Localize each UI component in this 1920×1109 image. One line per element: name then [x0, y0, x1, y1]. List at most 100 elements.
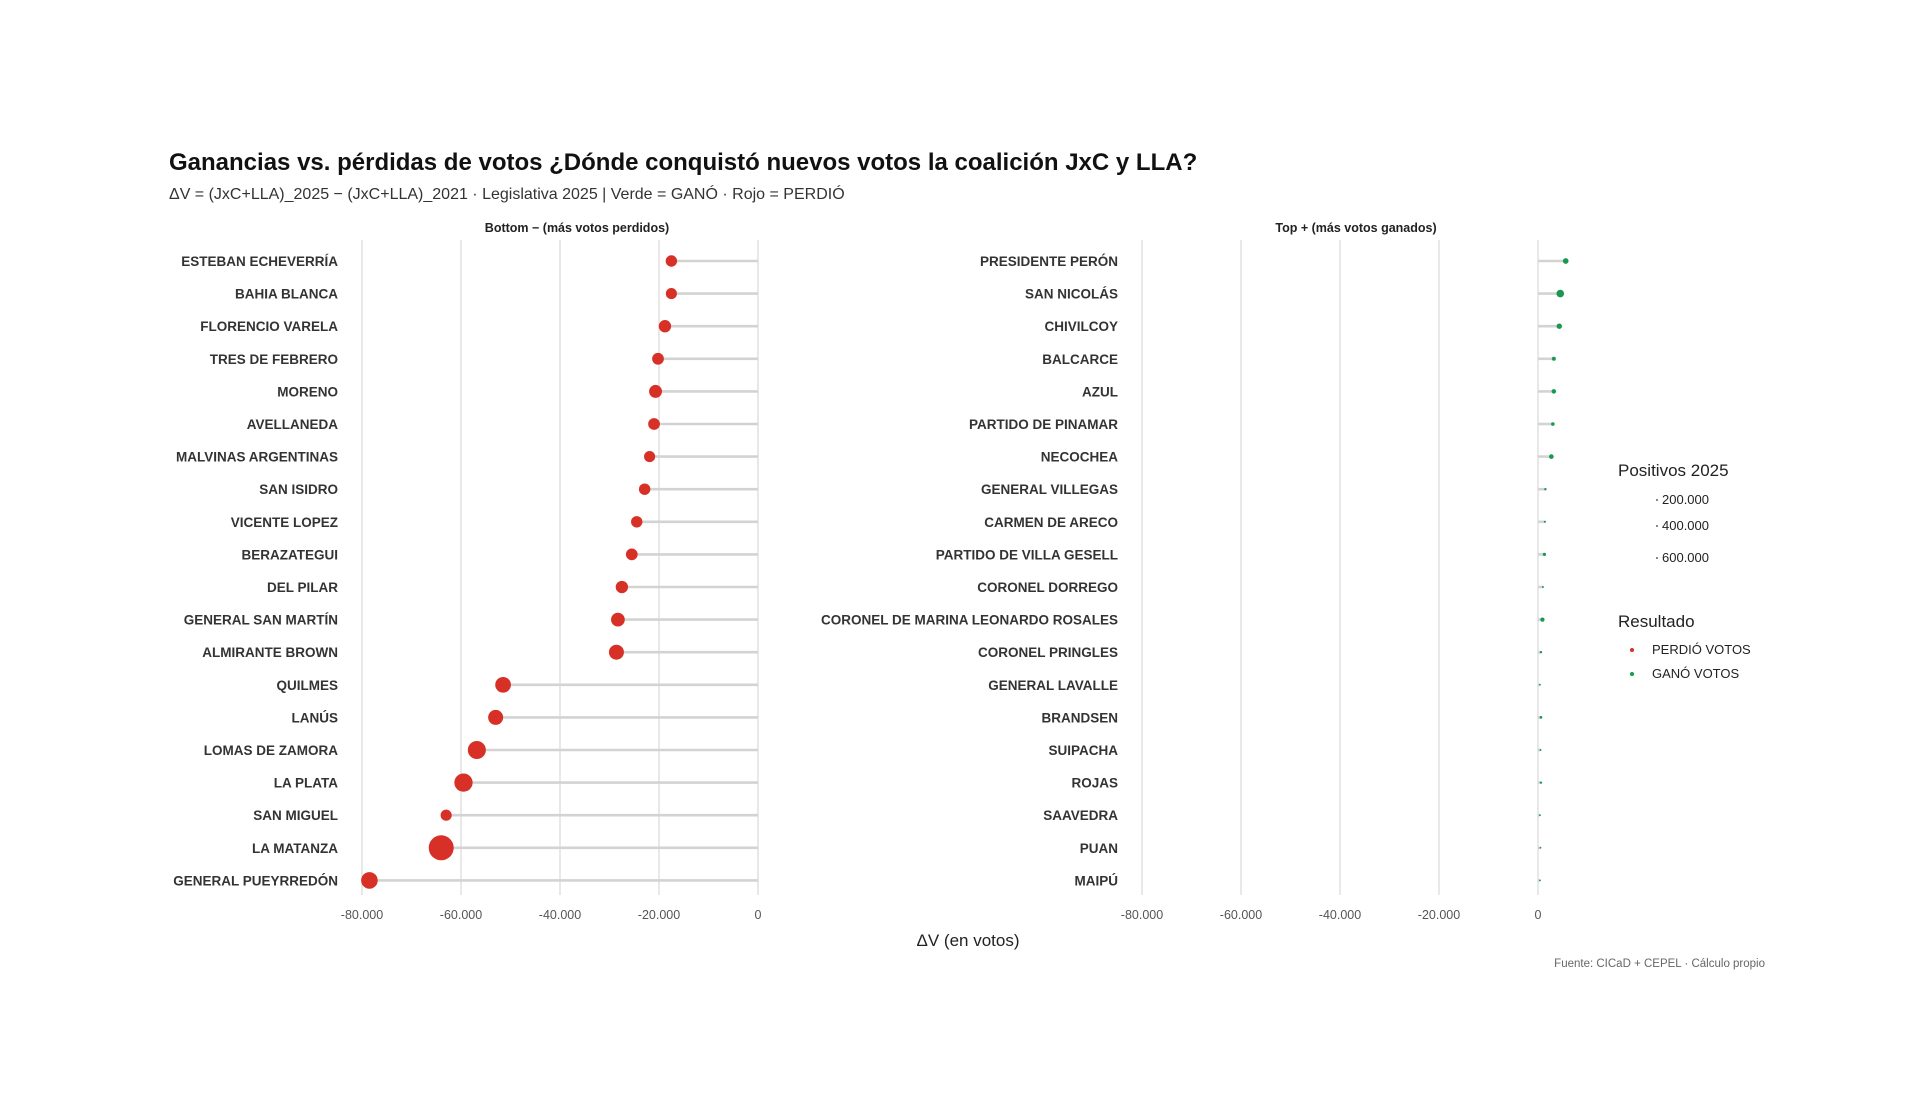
x-tick-label: -80.000	[1121, 908, 1163, 922]
category-label: GENERAL SAN MARTÍN	[184, 613, 338, 628]
category-label: BALCARCE	[1042, 352, 1118, 367]
lollipop-point	[665, 288, 677, 300]
color-legend-label: GANÓ VOTOS	[1652, 666, 1739, 681]
category-label: AZUL	[1082, 384, 1118, 399]
lollipop-point	[625, 548, 638, 561]
category-label: ALMIRANTE BROWN	[202, 645, 338, 660]
lollipop-point	[488, 709, 504, 725]
size-legend-key	[1656, 499, 1658, 501]
category-label: LANÚS	[292, 710, 339, 725]
category-label: VICENTE LOPEZ	[231, 515, 338, 530]
lollipop-point	[428, 835, 454, 861]
size-legend-label: 600.000	[1662, 550, 1709, 565]
lollipop-point	[1539, 683, 1541, 686]
lollipop-point	[1539, 716, 1543, 719]
lollipop-point	[652, 352, 664, 365]
category-label: QUILMES	[276, 678, 338, 693]
lollipop-point	[1549, 454, 1554, 459]
size-legend-key	[1656, 525, 1658, 527]
x-tick-label: -60.000	[1220, 908, 1262, 922]
lollipop-point	[1556, 289, 1565, 298]
category-label: LA MATANZA	[252, 841, 338, 856]
lollipop-point	[361, 872, 378, 889]
category-label: GENERAL PUEYRREDÓN	[173, 873, 338, 888]
size-legend-label: 400.000	[1662, 518, 1709, 533]
x-tick-label: -40.000	[539, 908, 581, 922]
chart-subtitle: ΔV = (JxC+LLA)_2025 − (JxC+LLA)_2021 · L…	[169, 186, 845, 203]
size-legend-title: Positivos 2025	[1618, 461, 1729, 480]
x-tick-label: 0	[755, 908, 762, 922]
lollipop-point	[1539, 781, 1543, 784]
category-label: PRESIDENTE PERÓN	[980, 254, 1118, 269]
lollipop-point	[644, 451, 656, 463]
lollipop-point	[1539, 650, 1543, 654]
category-label: CORONEL DE MARINA LEONARDO ROSALES	[821, 613, 1118, 628]
category-label: GENERAL LAVALLE	[988, 678, 1118, 693]
category-label: CORONEL PRINGLES	[978, 645, 1118, 660]
category-label: ESTEBAN ECHEVERRÍA	[181, 254, 338, 269]
lollipop-point	[1551, 422, 1555, 426]
panel-title: Top + (más votos ganados)	[1275, 221, 1436, 235]
color-legend-key	[1630, 648, 1634, 652]
category-label: TRES DE FEBRERO	[210, 352, 338, 367]
category-label: MORENO	[277, 384, 338, 399]
color-legend-title: Resultado	[1618, 612, 1695, 631]
category-label: PARTIDO DE VILLA GESELL	[936, 547, 1118, 562]
lollipop-point	[1551, 356, 1556, 361]
x-tick-label: 0	[1535, 908, 1542, 922]
lollipop-point	[1551, 389, 1557, 394]
category-label: SAN ISIDRO	[259, 482, 338, 497]
category-label: BRANDSEN	[1041, 710, 1118, 725]
lollipop-point	[611, 612, 625, 627]
x-axis-label: ΔV (en votos)	[916, 931, 1019, 950]
category-label: CHIVILCOY	[1044, 319, 1118, 334]
lollipop-point	[1556, 323, 1562, 329]
lollipop-point	[1540, 617, 1545, 622]
lollipop-point	[454, 773, 473, 792]
lollipop-point	[440, 809, 452, 821]
lollipop-point	[638, 483, 651, 495]
lollipop-point	[658, 320, 672, 333]
category-label: DEL PILAR	[267, 580, 338, 595]
x-tick-label: -20.000	[1418, 908, 1460, 922]
lollipop-point	[495, 676, 511, 693]
category-label: BERAZATEGUI	[242, 547, 339, 562]
category-label: MALVINAS ARGENTINAS	[176, 450, 338, 465]
x-tick-label: -40.000	[1319, 908, 1361, 922]
category-label: MAIPÚ	[1075, 873, 1119, 888]
category-label: ROJAS	[1071, 776, 1118, 791]
category-label: NECOCHEA	[1041, 450, 1119, 465]
category-label: SUIPACHA	[1048, 743, 1118, 758]
size-legend-key	[1656, 557, 1658, 559]
x-tick-label: -60.000	[440, 908, 482, 922]
category-label: FLORENCIO VARELA	[200, 319, 338, 334]
lollipop-point	[1544, 487, 1547, 491]
color-legend-label: PERDIÓ VOTOS	[1652, 642, 1751, 657]
lollipop-point	[631, 516, 643, 528]
lollipop-point	[1539, 814, 1541, 817]
lollipop-point	[648, 418, 660, 430]
size-legend-label: 200.000	[1662, 492, 1709, 507]
lollipop-point	[1539, 879, 1541, 882]
panel-title: Bottom − (más votos perdidos)	[485, 221, 669, 235]
category-label: LOMAS DE ZAMORA	[204, 743, 338, 758]
lollipop-point	[1539, 749, 1542, 751]
lollipop-point	[1541, 586, 1544, 588]
lollipop-point	[665, 255, 678, 267]
category-label: CARMEN DE ARECO	[984, 515, 1118, 530]
x-tick-label: -20.000	[638, 908, 680, 922]
lollipop-point	[615, 580, 629, 594]
category-label: SAAVEDRA	[1043, 808, 1118, 823]
lollipop-point	[608, 644, 624, 660]
lollipop-point	[1543, 520, 1546, 523]
category-label: SAN MIGUEL	[253, 808, 338, 823]
lollipop-point	[1562, 258, 1569, 264]
lollipop-point	[649, 384, 662, 398]
chart-caption: Fuente: CICaD + CEPEL · Cálculo propio	[1554, 958, 1765, 970]
category-label: AVELLANEDA	[247, 417, 339, 432]
category-label: BAHIA BLANCA	[235, 287, 338, 302]
category-label: PARTIDO DE PINAMAR	[969, 417, 1118, 432]
category-label: LA PLATA	[274, 776, 338, 791]
category-label: PUAN	[1080, 841, 1118, 856]
